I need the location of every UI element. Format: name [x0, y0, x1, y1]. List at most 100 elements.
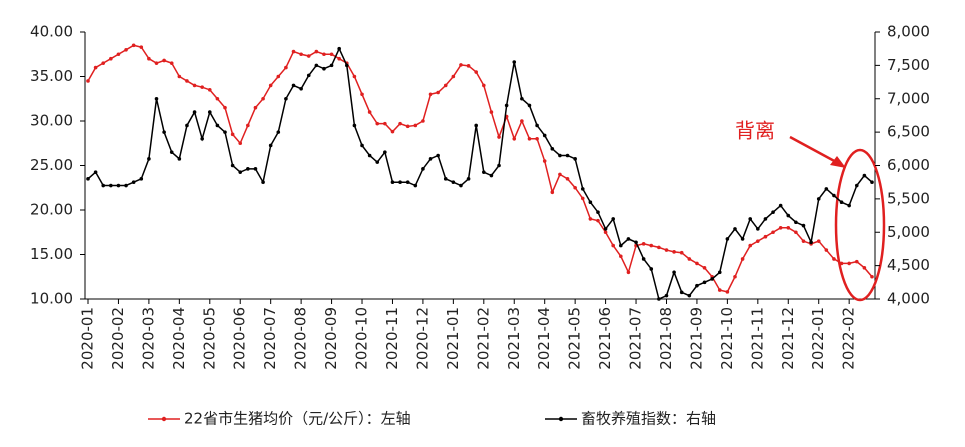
point: [657, 297, 661, 301]
point: [375, 121, 380, 126]
point: [284, 96, 288, 101]
point: [276, 74, 281, 79]
point: [596, 210, 600, 215]
point: [809, 240, 813, 245]
point: [131, 180, 136, 184]
point: [314, 49, 319, 54]
point: [466, 177, 471, 181]
point: [375, 160, 380, 164]
point: [778, 203, 783, 208]
legend-marker: [558, 416, 564, 422]
series-line: [87, 46, 873, 301]
x-tick-label: 2021-03: [505, 307, 523, 370]
x-tick-label: 2021-10: [718, 307, 736, 370]
point: [862, 173, 867, 178]
point: [497, 135, 501, 139]
point: [223, 130, 227, 134]
y-tick-label: 35.00: [30, 67, 73, 85]
legend-label: 畜牧养殖指数：右轴: [581, 410, 716, 428]
point: [573, 185, 577, 190]
point: [657, 245, 661, 250]
point: [162, 130, 166, 134]
point: [520, 96, 524, 101]
x-tick-label: 2021-06: [596, 307, 614, 370]
point: [687, 257, 692, 261]
point: [474, 123, 478, 128]
x-tick-label: 2022-02: [840, 307, 858, 370]
point: [839, 261, 844, 266]
y2-tick-label: 8,000: [887, 23, 930, 41]
point: [459, 183, 463, 188]
point: [482, 83, 486, 88]
point: [862, 266, 867, 270]
x-tick-label: 2021-01: [444, 307, 462, 370]
point: [778, 226, 783, 230]
point: [580, 196, 585, 201]
x-tick-label: 2020-12: [413, 307, 431, 370]
point: [109, 56, 113, 61]
series-line: [87, 44, 873, 293]
point: [215, 123, 220, 128]
x-tick-label: 2021-09: [687, 307, 705, 370]
point: [413, 183, 418, 188]
y2-tick-label: 4,500: [887, 256, 930, 274]
point: [801, 239, 806, 243]
x-tick-label: 2022-01: [809, 307, 827, 370]
point: [169, 150, 174, 154]
point: [93, 170, 98, 174]
point: [497, 163, 501, 168]
point: [771, 230, 775, 235]
point: [664, 293, 669, 298]
x-tick-label: 2021-12: [779, 307, 797, 370]
point: [268, 83, 273, 88]
point: [177, 74, 182, 79]
point: [169, 61, 174, 65]
point: [702, 280, 707, 285]
arrow: [789, 135, 839, 165]
point: [192, 83, 197, 88]
point: [870, 180, 874, 184]
point: [230, 132, 235, 137]
point: [847, 203, 851, 208]
point: [261, 96, 265, 101]
point: [238, 170, 243, 174]
x-tick-label: 2020-09: [322, 307, 340, 370]
point: [139, 177, 144, 181]
point: [611, 217, 616, 221]
point: [748, 243, 753, 248]
point: [337, 56, 341, 61]
point: [154, 96, 159, 101]
point: [527, 137, 532, 141]
point: [679, 290, 684, 295]
point: [207, 88, 212, 92]
point: [832, 193, 836, 198]
y-tick-label: 40.00: [30, 23, 73, 41]
point: [329, 52, 334, 57]
point: [238, 141, 243, 146]
point: [512, 60, 517, 64]
point: [147, 157, 151, 161]
y2-tick-label: 6,500: [887, 123, 930, 141]
y2-tick-label: 5,000: [887, 223, 930, 241]
point: [816, 239, 821, 243]
point: [596, 218, 600, 223]
point: [177, 157, 182, 161]
point: [527, 103, 532, 108]
point: [649, 243, 654, 248]
y2-tick-label: 4,000: [887, 290, 930, 308]
point: [710, 277, 714, 281]
y2-tick-label: 7,000: [887, 89, 930, 107]
point: [291, 83, 296, 88]
point: [101, 61, 106, 65]
point: [383, 121, 387, 126]
point: [428, 92, 433, 97]
point: [154, 61, 159, 65]
point: [634, 240, 638, 245]
x-tick-label: 2020-07: [261, 307, 279, 370]
point: [756, 227, 760, 231]
y-tick-label: 10.00: [30, 290, 73, 308]
point: [687, 293, 692, 298]
x-tick-label: 2020-08: [292, 307, 310, 370]
point: [672, 250, 676, 254]
point: [246, 123, 250, 128]
